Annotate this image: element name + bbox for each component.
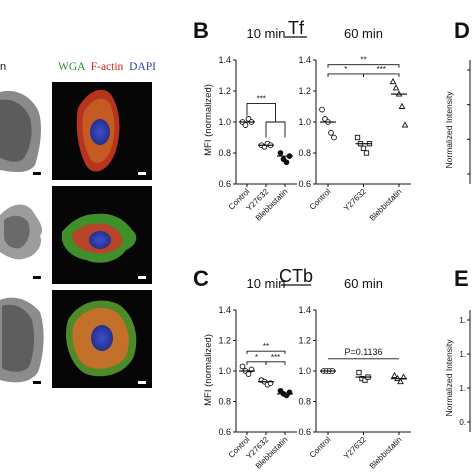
y-tick-label: 1.4 [218, 55, 231, 65]
y-tick-label: 1. [459, 384, 466, 393]
significance-bracket-left-label: * [255, 353, 258, 362]
significance-bracket-top-label: ** [360, 56, 366, 65]
data-point [277, 150, 284, 156]
y-tick-label: 1.2 [298, 86, 311, 96]
significance-bracket-top [327, 64, 400, 68]
stain-label-dapi: DAPI [129, 61, 156, 73]
y-tick-label: 1.2 [218, 86, 231, 96]
y-tick-label: 1.2 [218, 336, 231, 346]
data-point [389, 77, 397, 85]
data-point [363, 150, 370, 156]
significance-bracket-top-label: ** [263, 342, 269, 351]
y-tick-label: 1.2 [298, 336, 311, 346]
y-tick-label: 0.6 [298, 427, 311, 437]
data-point [392, 84, 400, 91]
fluorescent-image-row1 [52, 82, 152, 180]
chart-c-10min: 10 min0.60.81.01.21.4ControlY27632Blebbi… [218, 276, 297, 471]
panel-letter-c: C [193, 266, 209, 291]
ylabel-c: MFI (normalized) [203, 334, 214, 406]
y-tick-label: 0. [459, 418, 466, 427]
data-point [397, 377, 404, 385]
chart-title: 10 min [246, 26, 285, 41]
fluorescent-image-row3 [52, 290, 152, 388]
left-header-fragment: n [0, 61, 6, 73]
significance-bracket-right [363, 73, 400, 77]
data-point [360, 145, 367, 151]
chart-title: 60 min [344, 276, 383, 291]
grayscale-image-row3 [0, 290, 46, 388]
stain-label-factin: F-actin [91, 61, 124, 73]
y-tick-label: 0.6 [298, 179, 311, 189]
data-point [283, 159, 290, 166]
significance-bracket-label: *** [257, 94, 266, 103]
chart-d-partial [467, 60, 471, 184]
data-point [328, 130, 334, 136]
significance-bracket-right-label: *** [377, 65, 386, 74]
significance-bracket-top [246, 350, 286, 355]
y-tick-label: 0.8 [298, 148, 311, 158]
ylabel-d: Normalized Intensity [444, 91, 454, 169]
data-point [245, 371, 252, 377]
data-point [239, 363, 246, 370]
x-tick-label: Y27632 [342, 435, 368, 461]
chart-e-partial: 1. 1. 1. 0. [459, 310, 471, 432]
x-tick-label: Control [308, 187, 333, 212]
y-tick-label: 0.8 [218, 148, 231, 158]
chart-c-60min: 60 min 0.6 0.8 1.0 1.2 1.4 Control Y27632 Blebbi… [298, 276, 411, 471]
chart-title: 60 min [344, 26, 383, 41]
grayscale-image-row2 [0, 186, 46, 284]
ylabel-e: Normalized Intensity [444, 339, 454, 417]
significance-bracket-left [246, 361, 267, 365]
y-tick-label: 1.0 [298, 117, 311, 127]
grayscale-image-row1 [0, 82, 46, 180]
chart-title: 10 min [246, 276, 285, 291]
data-point [354, 134, 361, 141]
significance-bracket-right-label: *** [271, 353, 280, 362]
fluorescent-image-row2 [52, 186, 152, 284]
data-point [362, 377, 368, 383]
data-point [331, 134, 337, 141]
pvalue-label: P=0.1136 [344, 347, 382, 357]
significance-bracket-right [265, 361, 286, 365]
y-tick-label: 1.4 [298, 305, 311, 315]
data-point [401, 121, 409, 128]
chart-b-10min: 10 min0.60.81.01.21.4ControlY27632Blebbi… [218, 26, 297, 223]
ylabel-b: MFI (normalized) [203, 84, 214, 156]
panel-letter-e: E [454, 266, 469, 291]
chart-b-60min: 60 min 0.6 0.8 1.0 1.2 1.4 Control Y27632 Blebbi… [298, 26, 411, 223]
y-tick-label: 0.6 [218, 427, 231, 437]
y-tick-label: 1.0 [218, 366, 231, 376]
x-tick-label: Control [308, 435, 333, 460]
data-point [242, 122, 249, 128]
data-point [391, 371, 398, 379]
y-tick-label: 1.0 [298, 366, 311, 376]
data-point [319, 106, 325, 113]
panel-letter-b: B [193, 18, 209, 43]
x-tick-label: Y27632 [342, 187, 368, 213]
stain-label-wga: WGA [58, 61, 86, 73]
y-tick-label: 1.0 [218, 117, 231, 127]
y-tick-label: 1. [459, 316, 466, 325]
y-tick-label: 0.8 [218, 397, 231, 407]
stain-labels: WGA F-actin DAPI [58, 61, 156, 73]
significance-bracket [246, 102, 276, 122]
y-tick-label: 1.4 [298, 55, 311, 65]
panel-letter-d: D [454, 18, 470, 43]
data-point [356, 369, 362, 376]
y-tick-label: 0.6 [218, 179, 231, 189]
y-tick-label: 0.8 [298, 397, 311, 407]
marker-title-ctb: CTb [279, 266, 313, 286]
marker-title-tf: Tf [288, 18, 305, 38]
y-tick-label: 1.4 [218, 305, 231, 315]
significance-bracket-left [327, 73, 364, 77]
x-tick-label: Blebbistatin [368, 435, 404, 471]
y-tick-label: 1. [459, 350, 466, 359]
significance-bracket-group [265, 121, 286, 138]
significance-bracket-left-label: * [344, 65, 347, 74]
x-tick-label: Blebbistatin [368, 187, 404, 223]
data-point [398, 102, 406, 109]
